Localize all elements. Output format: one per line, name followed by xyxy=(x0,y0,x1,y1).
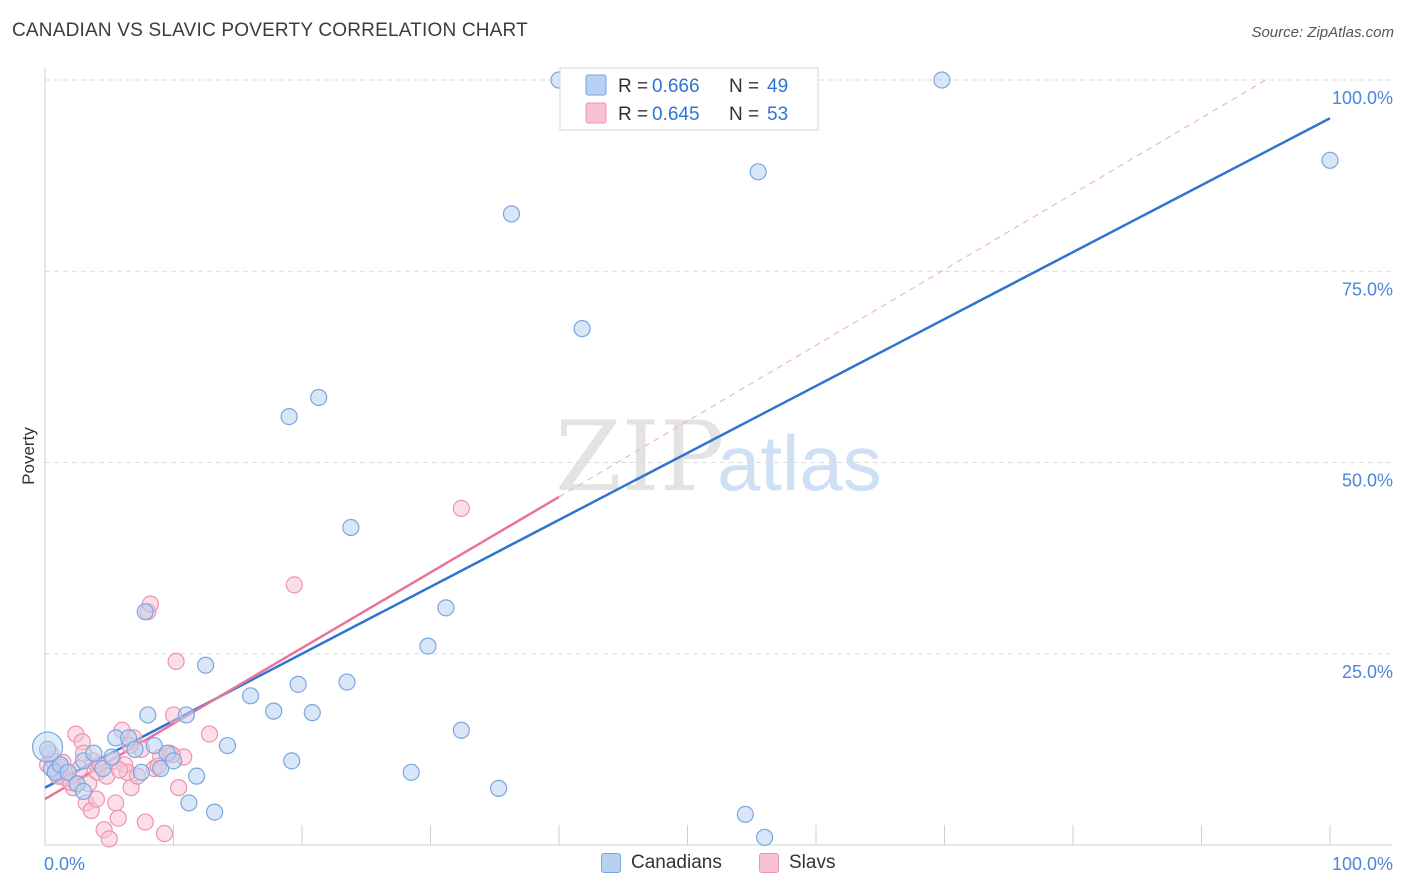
point-canadians xyxy=(502,205,521,223)
point-canadians xyxy=(103,748,121,766)
trend-line-slavs xyxy=(44,495,560,801)
point-canadians xyxy=(139,706,157,724)
point-slavs xyxy=(136,813,154,831)
point-canadians xyxy=(152,759,170,778)
axes xyxy=(44,68,1392,846)
point-canadians xyxy=(573,320,591,338)
point-canadians xyxy=(74,782,93,801)
legend-n-value: 53 xyxy=(767,104,788,125)
point-slavs xyxy=(170,779,188,797)
legend-item-slavs: Slavs xyxy=(759,852,835,874)
legend-n-value: 49 xyxy=(767,76,788,97)
point-canadians xyxy=(94,759,112,778)
point-canadians xyxy=(338,673,356,691)
x-tick-label: 100.0% xyxy=(1332,854,1393,874)
point-slavs xyxy=(167,652,185,671)
point-canadians xyxy=(402,763,420,781)
point-canadians xyxy=(280,408,298,426)
point-canadians xyxy=(188,767,206,785)
legend-label-canadians: Canadians xyxy=(631,852,722,873)
trend-line-canadians xyxy=(44,117,1331,789)
point-canadians xyxy=(289,675,307,693)
point-slavs xyxy=(109,809,127,827)
point-canadians xyxy=(59,763,77,781)
point-canadians xyxy=(242,687,260,705)
y-tick-label: 50.0% xyxy=(1342,471,1393,491)
legend-n-label: N = xyxy=(729,76,759,97)
legend-swatch-slavs xyxy=(759,853,779,873)
legend-n-label: N = xyxy=(729,104,759,125)
point-slavs xyxy=(155,824,174,843)
point-canadians xyxy=(218,736,237,755)
watermark-atlas: atlas xyxy=(717,419,882,507)
point-canadians xyxy=(749,163,767,181)
watermark-zip: ZIP xyxy=(555,401,724,513)
point-slavs xyxy=(87,790,106,808)
point-canadians xyxy=(303,704,321,722)
point-canadians xyxy=(342,518,360,537)
point-canadians xyxy=(38,740,57,758)
point-canadians xyxy=(283,752,301,770)
point-canadians xyxy=(31,731,64,763)
source-label: Source: ZipAtlas.com xyxy=(1251,24,1394,41)
legend-r-value: 0.666 xyxy=(652,76,700,97)
point-canadians xyxy=(206,803,224,821)
y-tick-label: 100.0% xyxy=(1332,88,1393,108)
legend-item-canadians: Canadians xyxy=(601,852,722,874)
point-canadians xyxy=(177,706,195,724)
legend-bottom: Canadians Slavs xyxy=(0,852,1406,876)
point-canadians xyxy=(755,828,774,846)
point-canadians xyxy=(310,388,328,407)
point-canadians xyxy=(132,763,150,781)
point-canadians xyxy=(136,603,154,621)
point-canadians xyxy=(85,744,103,762)
legend-r-value: 0.645 xyxy=(652,104,700,125)
chart-title: CANADIAN VS SLAVIC POVERTY CORRELATION C… xyxy=(12,20,528,41)
point-canadians xyxy=(197,656,215,674)
legend-r-label: R = xyxy=(618,76,648,97)
point-canadians xyxy=(452,721,470,739)
point-slavs xyxy=(200,725,219,743)
point-slavs xyxy=(110,761,129,779)
point-canadians xyxy=(265,702,283,720)
point-slavs xyxy=(452,499,470,517)
point-slavs xyxy=(107,794,125,812)
legend-swatch-canadians xyxy=(601,853,621,873)
point-slavs xyxy=(285,576,303,594)
legend-swatch-slavs xyxy=(585,102,607,124)
grid xyxy=(45,79,1392,655)
point-slavs xyxy=(100,830,118,848)
trend-line-slavs-extension xyxy=(558,79,1267,498)
point-canadians xyxy=(437,599,455,617)
point-canadians xyxy=(419,637,437,655)
point-canadians xyxy=(933,71,951,89)
watermark: ZIP atlas xyxy=(555,401,882,513)
point-canadians xyxy=(164,752,183,770)
point-canadians xyxy=(1321,151,1339,169)
y-tick-label: 25.0% xyxy=(1342,662,1393,682)
x-tick-label: 0.0% xyxy=(44,854,85,874)
point-canadians xyxy=(126,740,144,758)
legend-r-label: R = xyxy=(618,104,648,125)
point-canadians xyxy=(490,779,508,797)
data-points xyxy=(31,71,1339,848)
legend-top: R = 0.666 N = 49 R = 0.645 N = 53 xyxy=(559,67,819,131)
tick-labels: 25.0% 50.0% 75.0% 100.0% 0.0% 100.0% xyxy=(44,88,1393,874)
legend-label-slavs: Slavs xyxy=(789,852,836,873)
legend-swatch-canadians xyxy=(585,74,607,96)
point-canadians xyxy=(180,794,198,812)
y-axis-label: Poverty xyxy=(19,427,38,485)
point-canadians xyxy=(145,736,163,755)
y-tick-label: 75.0% xyxy=(1342,279,1393,299)
point-canadians xyxy=(736,805,754,824)
